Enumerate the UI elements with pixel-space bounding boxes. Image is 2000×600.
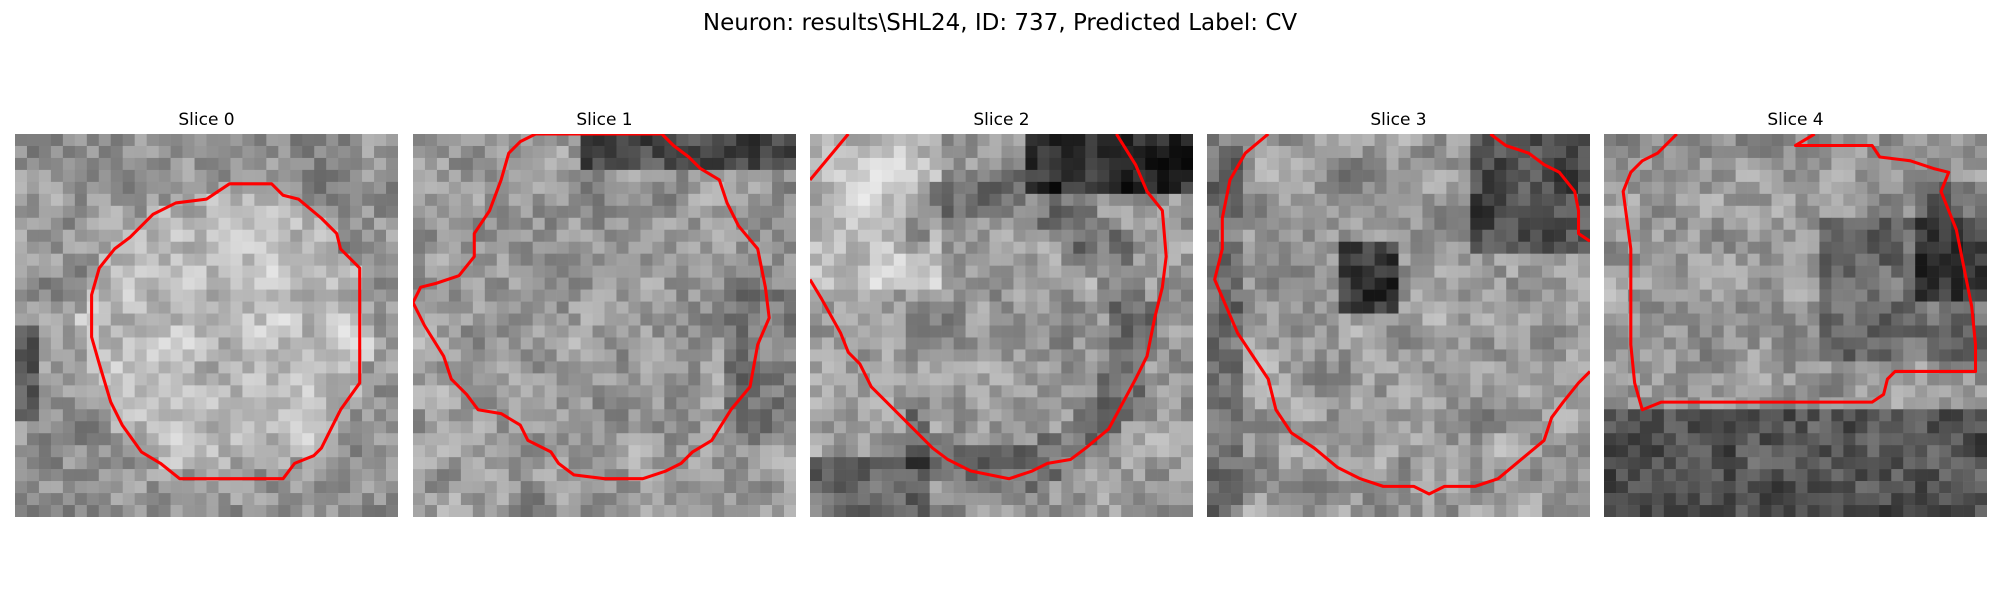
segmentation-contour: [90, 182, 362, 481]
slice-panel-2: Slice 2: [810, 108, 1193, 517]
slice-image: [1604, 134, 1987, 517]
slice-panel-4: Slice 4: [1604, 108, 1987, 517]
slice-title: Slice 1: [576, 110, 633, 130]
slice-title: Slice 0: [178, 110, 235, 130]
figure-title: Neuron: results\SHL24, ID: 737, Predicte…: [702, 10, 1298, 36]
slice-panel-1: Slice 1: [413, 108, 796, 517]
pixel-grid: [810, 134, 1193, 517]
pixel-grid: [413, 134, 796, 517]
slice-image: [15, 134, 398, 517]
slice-title: Slice 2: [973, 110, 1030, 130]
slice-title: Slice 3: [1370, 110, 1427, 130]
slice-image: [413, 134, 796, 517]
segmentation-contour: [810, 134, 850, 181]
slice-image: [810, 134, 1193, 517]
pixel-grid: [1604, 134, 1987, 517]
pixel-grid: [1207, 134, 1590, 517]
segmentation-contour: [810, 134, 1168, 481]
slice-image: [1207, 134, 1590, 517]
segmentation-contour: [1489, 134, 1590, 243]
segmentation-contour: [413, 134, 771, 481]
segmentation-contour: [1213, 134, 1590, 496]
pixel-grid: [15, 134, 398, 517]
slice-title: Slice 4: [1767, 110, 1824, 130]
slice-panel-3: Slice 3: [1207, 108, 1590, 517]
slice-panel-0: Slice 0: [15, 108, 398, 517]
segmentation-contour: [1621, 134, 1978, 412]
